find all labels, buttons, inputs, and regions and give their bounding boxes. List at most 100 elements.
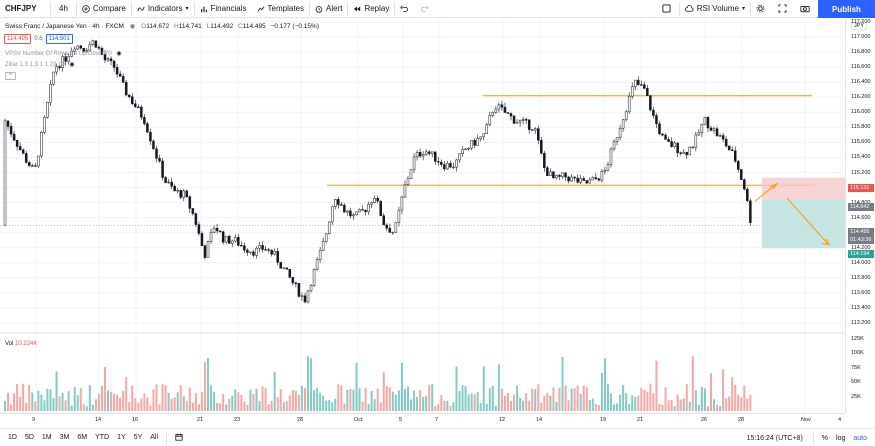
time-axis[interactable]: 9 14 16 21 23 28 Oct 5 7 12 14 19 21 26 28 Nov 4 [0, 413, 845, 427]
volume-bar [82, 404, 85, 411]
price-tick-label: 115.800 [851, 124, 871, 131]
settings-button[interactable] [751, 0, 773, 18]
range-3m[interactable]: 3M [59, 434, 70, 441]
candle-body [121, 76, 125, 83]
volume-bar [243, 401, 246, 411]
candle-body [676, 142, 679, 153]
range-1d[interactable]: 1D [8, 434, 17, 441]
candle-body [640, 84, 643, 86]
candle-body [276, 250, 279, 263]
candle-body [279, 262, 282, 269]
range-5d[interactable]: 5D [24, 434, 34, 441]
reward-zone[interactable] [762, 199, 845, 249]
templates-button[interactable]: Templates [252, 0, 309, 18]
fullscreen-button[interactable] [773, 0, 795, 18]
volume-bar [225, 404, 228, 411]
fullscreen-icon [778, 4, 787, 13]
volume-bar [294, 391, 297, 411]
goto-date-button[interactable] [171, 433, 187, 443]
candle-body [646, 88, 649, 96]
indicator-zillar[interactable]: Zillar 1.3 1.3 1 1 23 19 ◉ [5, 61, 75, 68]
volume-bar [303, 388, 306, 411]
redo-button[interactable] [416, 0, 437, 18]
volume-bar [510, 400, 513, 411]
open-value: 114.672 [146, 23, 170, 30]
range-ytd[interactable]: YTD [95, 434, 110, 441]
volume-bar [167, 392, 170, 411]
candle-body [440, 161, 443, 165]
volume-bar [449, 405, 452, 411]
candle-body [543, 153, 546, 168]
candle-body [709, 127, 713, 131]
volume-bar [643, 389, 646, 411]
collapse-legend-button[interactable]: ^ [5, 72, 16, 80]
volume-bar [176, 392, 179, 411]
price-axis[interactable]: JPY 117.200 117.000 116.800 116.600 116.400 1… [845, 19, 875, 413]
candle-body [609, 148, 613, 165]
candle-body [527, 119, 531, 130]
candle-body [134, 103, 137, 108]
volume-bar [97, 393, 100, 411]
volume-bar [494, 405, 497, 411]
candle-body [737, 160, 740, 170]
clock[interactable]: 15:16:24 (UTC+8) [746, 434, 803, 442]
volume-bar [155, 384, 158, 411]
study-template-button[interactable]: RSI Volume ▾ [680, 0, 750, 18]
range-5y[interactable]: 5Y [133, 434, 143, 441]
candle-body [555, 175, 558, 179]
volume-bar [564, 385, 567, 411]
candle-body [637, 79, 640, 85]
calendar-icon [175, 433, 183, 441]
candle-body [324, 233, 328, 242]
volume-bar [37, 390, 40, 411]
volume-bar [422, 397, 425, 411]
candle-body [488, 115, 492, 125]
volume-bar [161, 384, 164, 411]
layout-button[interactable] [657, 0, 679, 18]
eye-icon[interactable]: ◉ [116, 51, 122, 57]
buy-price-box[interactable]: 114.501 [45, 34, 73, 44]
time-tick-label: 14 [536, 417, 543, 423]
indicator-vpsv[interactable]: VPSV Number Of Rows 24 Up/Down 70 ◉ [5, 50, 122, 57]
snapshot-button[interactable] [795, 0, 818, 18]
range-all[interactable]: All [150, 434, 159, 441]
candle-body [179, 190, 182, 198]
price-chart[interactable] [0, 19, 845, 413]
volume-bar [425, 396, 428, 411]
compare-button[interactable]: Compare [77, 0, 131, 18]
replay-button[interactable]: Replay [348, 0, 394, 18]
undo-button[interactable] [395, 0, 416, 18]
candle-body [352, 214, 355, 217]
volume-bar [246, 404, 249, 411]
candle-body [521, 119, 525, 121]
range-1m[interactable]: 1M [41, 434, 52, 441]
range-1y[interactable]: 1Y [117, 434, 126, 441]
entry-price-tag: 114.842 [848, 203, 874, 211]
eye-icon[interactable]: ◉ [129, 23, 136, 30]
candle-body [415, 152, 419, 158]
sell-price-box[interactable]: 114.495 [4, 34, 32, 44]
financials-button[interactable]: Financials [195, 0, 252, 18]
volume-bar [555, 401, 558, 411]
candle-body [518, 120, 522, 123]
indicators-button[interactable]: Indicators ▾ [132, 0, 194, 18]
log-toggle[interactable]: log [836, 434, 846, 442]
symbol-search[interactable]: CHFJPY [5, 4, 37, 13]
publish-button[interactable]: Publish [818, 0, 875, 18]
alert-button[interactable]: Alert [310, 0, 347, 18]
percent-toggle[interactable]: % [821, 434, 829, 442]
interval-button[interactable]: 4h [59, 4, 68, 13]
candle-body [149, 131, 152, 142]
volume-bar [443, 400, 446, 411]
risk-zone[interactable] [762, 177, 845, 200]
eye-icon[interactable]: ◉ [69, 62, 75, 68]
candle-body [140, 106, 143, 118]
undo-icon [400, 5, 409, 12]
candle-body [588, 179, 592, 184]
volume-bar [355, 362, 358, 411]
range-6m[interactable]: 6M [77, 434, 88, 441]
volume-bar [594, 403, 597, 411]
volume-bar [410, 399, 413, 411]
auto-toggle[interactable]: auto [853, 434, 867, 442]
divider [678, 1, 680, 16]
